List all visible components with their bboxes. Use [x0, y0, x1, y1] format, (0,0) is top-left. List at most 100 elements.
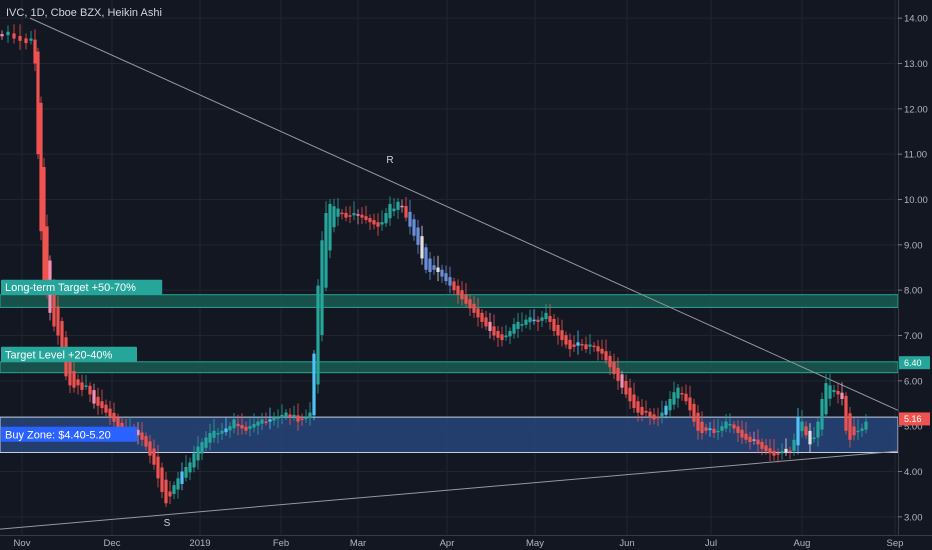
candle-body: [764, 445, 768, 452]
candle-body: [852, 426, 856, 436]
plot-background: [0, 0, 898, 535]
candle-body: [512, 324, 516, 334]
candle-body: [788, 450, 792, 453]
candle-body: [776, 453, 780, 455]
candle-body: [756, 439, 760, 445]
candle-body: [160, 467, 164, 492]
candle-body: [352, 213, 356, 216]
candle-body: [52, 286, 56, 327]
candle-body: [42, 167, 46, 286]
x-tick-label: Aug: [794, 538, 811, 549]
candle-body: [708, 428, 712, 430]
candle-body: [264, 421, 268, 424]
candle-body: [188, 462, 192, 473]
zone-layer: [0, 294, 899, 453]
candle-body: [500, 334, 504, 341]
candle-body: [12, 33, 16, 39]
candle-body: [420, 236, 424, 259]
candle-body: [484, 317, 488, 327]
candle-body: [824, 383, 828, 415]
x-tick-label: Mar: [350, 538, 366, 549]
candle-body: [840, 392, 844, 399]
candle-body: [204, 437, 208, 448]
candle-body: [252, 423, 256, 428]
candle-body: [700, 421, 704, 433]
candle-body: [244, 426, 248, 431]
candle-body: [416, 227, 420, 245]
x-tick-label: Feb: [273, 538, 289, 549]
candle-body: [192, 453, 196, 468]
y-tick-label: 3.00: [904, 512, 923, 523]
candle-body: [660, 412, 664, 418]
candle-body: [256, 421, 260, 426]
candle-body: [6, 31, 10, 36]
candle-body: [288, 414, 292, 418]
candle-body: [168, 491, 172, 497]
candle-body: [716, 430, 720, 433]
candle-body: [340, 212, 344, 215]
candle-body: [664, 405, 668, 415]
candle-body: [696, 412, 700, 431]
candle-body: [292, 414, 296, 417]
candle-body: [668, 398, 672, 411]
trendline-resistance: [29, 17, 899, 411]
trend-layer: [0, 17, 899, 530]
candle-body: [736, 426, 740, 433]
candle-body: [372, 220, 376, 225]
candle-body: [172, 485, 176, 494]
candle-body: [516, 321, 520, 329]
candle-body: [56, 306, 60, 336]
candle-body: [488, 321, 492, 331]
candle-body: [572, 344, 576, 347]
candle-body: [604, 351, 608, 361]
y-tick-label: 6.00: [904, 376, 923, 387]
candle-body: [260, 419, 264, 424]
candle-body: [24, 38, 28, 44]
zone-rect: [0, 294, 899, 308]
zone-label: Long-term Target +50-70%: [5, 282, 136, 294]
candle-body: [536, 319, 540, 322]
candle-body: [272, 417, 276, 421]
zone-label-bg: [1, 346, 137, 362]
candle-body: [552, 318, 556, 331]
candle-body: [388, 204, 392, 219]
y-tick-label: 11.00: [904, 150, 927, 161]
candle-body: [276, 417, 280, 419]
candle-body: [752, 439, 756, 441]
candle-body: [460, 290, 464, 300]
candle-body: [816, 421, 820, 438]
candle-body: [808, 430, 812, 445]
candle-body: [112, 412, 116, 422]
candle-body: [29, 38, 33, 41]
x-axis: Nov Dec 2019 Feb Mar Apr May Jun Jul Aug Sep: [14, 538, 904, 549]
candle-body: [36, 51, 40, 155]
candle-body: [320, 240, 324, 336]
candle-body: [636, 401, 640, 413]
candle-body: [224, 428, 228, 433]
candle-body: [780, 451, 784, 454]
candle-body: [596, 346, 600, 352]
x-tick-label: Jul: [705, 538, 717, 549]
candle-body: [704, 427, 708, 431]
candle-body: [688, 397, 692, 411]
price-label: 5.16: [904, 414, 922, 424]
candle-body: [364, 216, 368, 220]
candle-body: [80, 382, 84, 390]
candle-body: [33, 39, 37, 64]
candle-body: [208, 432, 212, 443]
y-axis: 3.00 4.00 5.00 6.00 7.00 8.00 9.00 10.00 11.00 12…: [898, 14, 928, 523]
x-tick-label: Apr: [440, 538, 455, 549]
candle-body: [712, 428, 716, 433]
candle-body: [656, 416, 660, 419]
candle-body: [648, 411, 652, 418]
candle-body: [532, 319, 536, 322]
x-tick-label: May: [526, 538, 544, 549]
candle-body: [600, 348, 604, 354]
annotation-s: S: [164, 518, 171, 529]
candle-body: [384, 213, 388, 224]
candle-body: [740, 429, 744, 438]
candle-body: [540, 317, 544, 321]
candle-body: [440, 269, 444, 277]
candle-body: [100, 401, 104, 409]
price-label-layer: 6.40 5.16: [899, 356, 930, 426]
